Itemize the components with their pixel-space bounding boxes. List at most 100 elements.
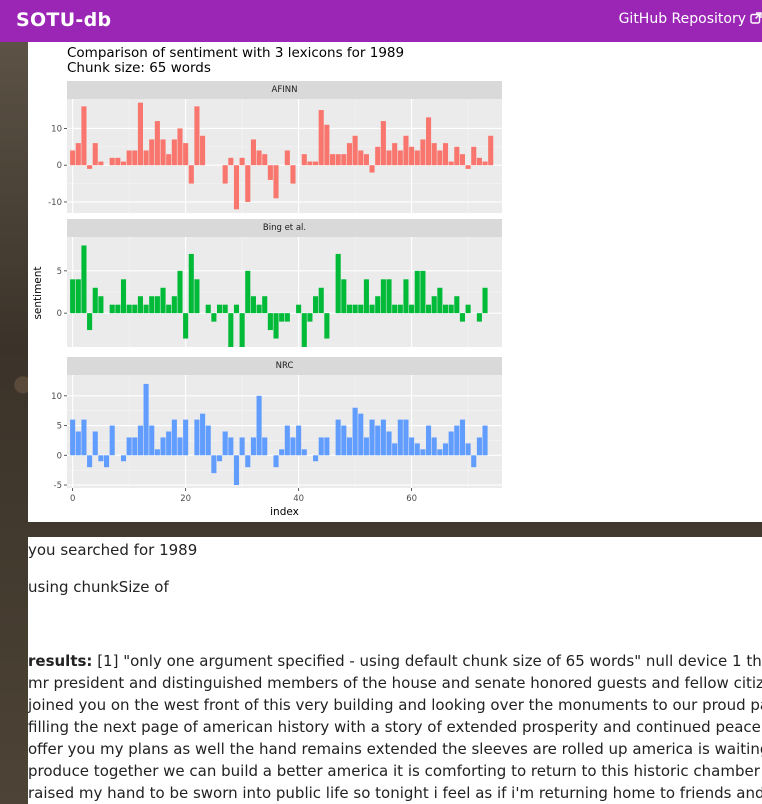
bar-nrc [465,443,471,456]
bar-nrc [437,449,443,456]
bar-afinn [233,165,240,210]
bar-bing-et-al [392,304,398,314]
bar-nrc [352,407,358,456]
bar-afinn [188,165,194,184]
y-tick-label: -10 [48,198,62,208]
bar-afinn [392,143,398,166]
chunk-size-text: using chunkSize of [28,578,169,596]
bar-afinn [363,154,369,166]
bar-afinn [171,139,177,166]
x-tick-label: 20 [180,494,191,504]
bar-bing-et-al [205,304,211,314]
bar-bing-et-al [397,304,403,314]
y-tick-label: 10 [51,124,62,134]
bar-afinn [262,154,268,166]
bar-nrc [442,443,449,456]
bar-bing-et-al [216,304,223,314]
bar-bing-et-al [409,304,415,314]
bar-nrc [250,437,256,456]
bar-afinn [290,165,296,184]
y-tick-label: 5 [57,422,62,432]
navbar: SOTU-db GitHub Repository [0,0,762,42]
y-tick-label: 0 [57,309,62,319]
bar-afinn [329,154,336,166]
bar-bing-et-al [75,279,81,314]
bar-nrc [409,437,415,456]
bar-bing-et-al [188,253,194,314]
bar-bing-et-al [250,296,256,314]
bar-afinn [284,150,290,166]
bar-bing-et-al [352,304,358,314]
bar-bing-et-al [284,313,290,322]
bar-bing-et-al [335,253,341,314]
bar-afinn [177,128,183,166]
bar-afinn [488,135,494,166]
bar-bing-et-al [426,304,432,314]
bar-nrc [183,419,189,456]
bar-afinn [160,139,166,166]
bar-nrc [335,419,341,456]
github-repo-link-label: GitHub Repository [618,11,746,27]
bar-nrc [324,437,330,456]
bar-bing-et-al [307,313,313,322]
bar-afinn [109,157,115,166]
bar-afinn [324,124,330,166]
bar-afinn [403,135,409,166]
x-tick-label: 40 [293,494,304,504]
bar-bing-et-al [245,270,251,314]
bar-bing-et-al [437,287,443,314]
bar-nrc [380,419,386,456]
bar-nrc [194,419,200,456]
bar-afinn [267,165,273,180]
bar-bing-et-al [143,304,149,314]
bar-bing-et-al [363,279,369,314]
bar-bing-et-al [132,304,138,314]
searched-for-text: you searched for 1989 [28,541,198,559]
bar-bing-et-al [454,296,460,314]
bar-nrc [346,437,353,456]
bar-nrc [143,383,149,456]
y-tick-label: 0 [57,161,62,171]
bar-nrc [177,437,183,456]
bar-afinn [471,146,477,166]
facet-strip-bing [67,219,502,237]
bar-nrc [296,425,302,456]
bar-afinn [437,150,443,166]
bar-afinn [431,143,437,166]
bar-nrc [81,419,87,456]
bar-bing-et-al [375,296,381,314]
bar-bing-et-al [358,304,364,314]
bar-nrc [233,455,240,486]
bar-bing-et-al [431,296,437,314]
plot-title-line1: Comparison of sentiment with 3 lexicons … [67,45,405,61]
bar-nrc [386,431,392,456]
bar-bing-et-al [273,313,279,339]
bar-bing-et-al [369,304,375,314]
bar-bing-et-al [279,313,285,322]
brand-logo[interactable]: SOTU-db [16,9,112,31]
bar-afinn [228,157,234,166]
bar-nrc [301,449,307,456]
panel-bg-nrc [67,375,502,488]
bar-nrc [70,419,76,456]
bar-nrc [459,419,465,456]
bar-afinn [375,146,381,166]
bar-bing-et-al [92,287,98,314]
bar-afinn [132,150,138,166]
bar-afinn [482,161,488,166]
bar-afinn [380,121,386,166]
bar-bing-et-al [380,279,386,314]
y-tick-label: 0 [57,451,62,461]
bar-afinn [386,150,392,166]
bar-nrc [341,425,347,456]
bar-nrc [431,437,437,456]
bar-nrc [420,449,426,456]
bar-afinn [92,143,98,166]
bar-nrc [279,449,285,456]
bar-nrc [137,425,143,456]
bar-afinn [313,161,319,166]
bar-afinn [442,143,449,166]
bar-afinn [239,157,245,166]
github-repo-link[interactable]: GitHub Repository [619,11,762,27]
bar-nrc [403,419,409,456]
